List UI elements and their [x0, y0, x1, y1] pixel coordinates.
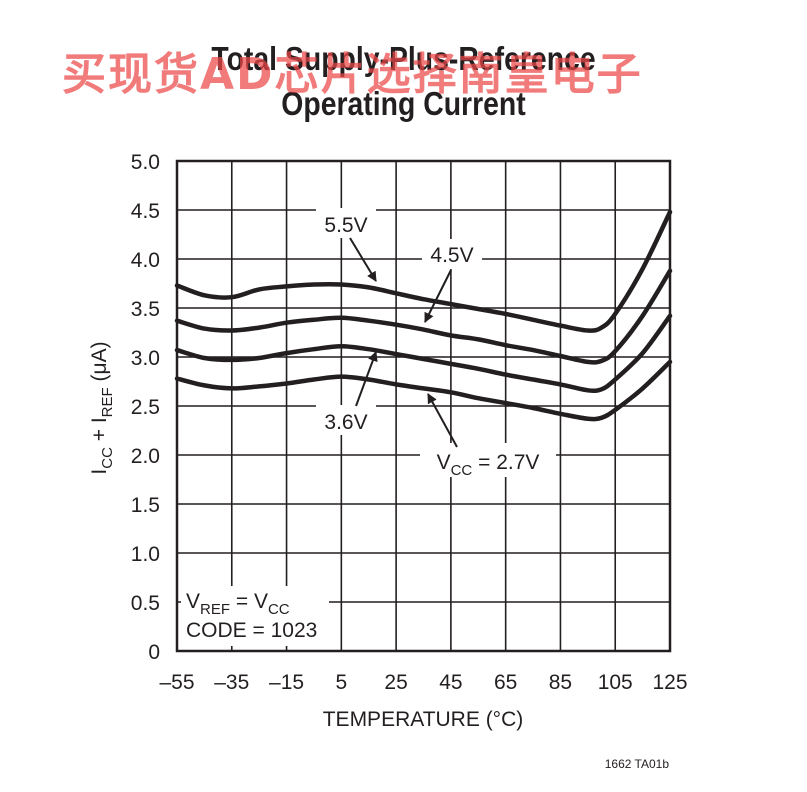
- label-bg-2-7v: [420, 443, 556, 477]
- chart-title-line-2: Operating Current: [281, 85, 526, 122]
- y-tick-label: 3.0: [131, 347, 160, 370]
- x-tick-label: 65: [494, 671, 517, 694]
- y-tick-label: 5.0: [131, 151, 160, 174]
- annotation-5-5v: 5.5V: [324, 214, 367, 237]
- note-vref: VREF = VCC: [186, 590, 290, 618]
- arrow-3-6v: [355, 351, 378, 407]
- y-tick-label: 1.5: [131, 494, 160, 517]
- figure-code: 1662 TA01b: [604, 757, 669, 771]
- x-tick-label: –55: [159, 671, 194, 694]
- arrow-4-5v: [424, 269, 452, 323]
- x-axis-label: TEMPERATURE (°C): [323, 708, 524, 731]
- series-line-0: [174, 209, 673, 333]
- chart-title-line-1: Total Supply-Plus-Reference: [211, 40, 596, 77]
- x-tick-label: –35: [214, 671, 249, 694]
- watermark-text: 买现货AD芯片选择南皇电子: [62, 49, 643, 100]
- series-group: [174, 209, 673, 422]
- x-tick-label: 85: [549, 671, 572, 694]
- x-tick-label: 125: [652, 671, 687, 694]
- arrow-2-7v: [427, 393, 458, 448]
- y-tick-label: 4.5: [131, 200, 160, 223]
- y-tick-label: 2.0: [131, 445, 160, 468]
- note-code: CODE = 1023: [186, 619, 317, 642]
- y-tick-label: 0: [148, 641, 160, 664]
- series-line-1: [174, 268, 673, 365]
- y-tick-label: 1.0: [131, 543, 160, 566]
- annotation-3-6v: 3.6V: [324, 411, 367, 434]
- plot-frame: [175, 159, 672, 653]
- label-bg-4-5v: [422, 239, 482, 269]
- arrow-5-5v: [349, 237, 377, 282]
- y-tick-label: 0.5: [131, 592, 160, 615]
- y-tick-label: 2.5: [131, 396, 160, 419]
- x-tick-label: 5: [335, 671, 347, 694]
- x-tick-label: 25: [384, 671, 407, 694]
- annotation-2-7v: VCC = 2.7V: [437, 451, 540, 479]
- x-tick-label: 45: [439, 671, 462, 694]
- x-tick-label: 105: [598, 671, 633, 694]
- series-line-3: [174, 359, 673, 422]
- label-bg-3-6v: [316, 405, 376, 435]
- series-line-2: [174, 313, 673, 394]
- label-bg-5-5v: [316, 208, 376, 238]
- y-tick-label: 4.0: [131, 249, 160, 272]
- grid-lines: [176, 160, 671, 652]
- y-axis-label: ICC + IREF (μA): [88, 341, 116, 474]
- y-tick-label: 3.5: [131, 298, 160, 321]
- note-bg: [181, 586, 329, 646]
- annotation-4-5v: 4.5V: [430, 244, 473, 267]
- x-tick-label: –15: [269, 671, 304, 694]
- tick-labels: –55 –35 –15 5 25 45 65 85 105 125 5.0 4.5 4.0 3.5 3.0 2…: [131, 151, 688, 694]
